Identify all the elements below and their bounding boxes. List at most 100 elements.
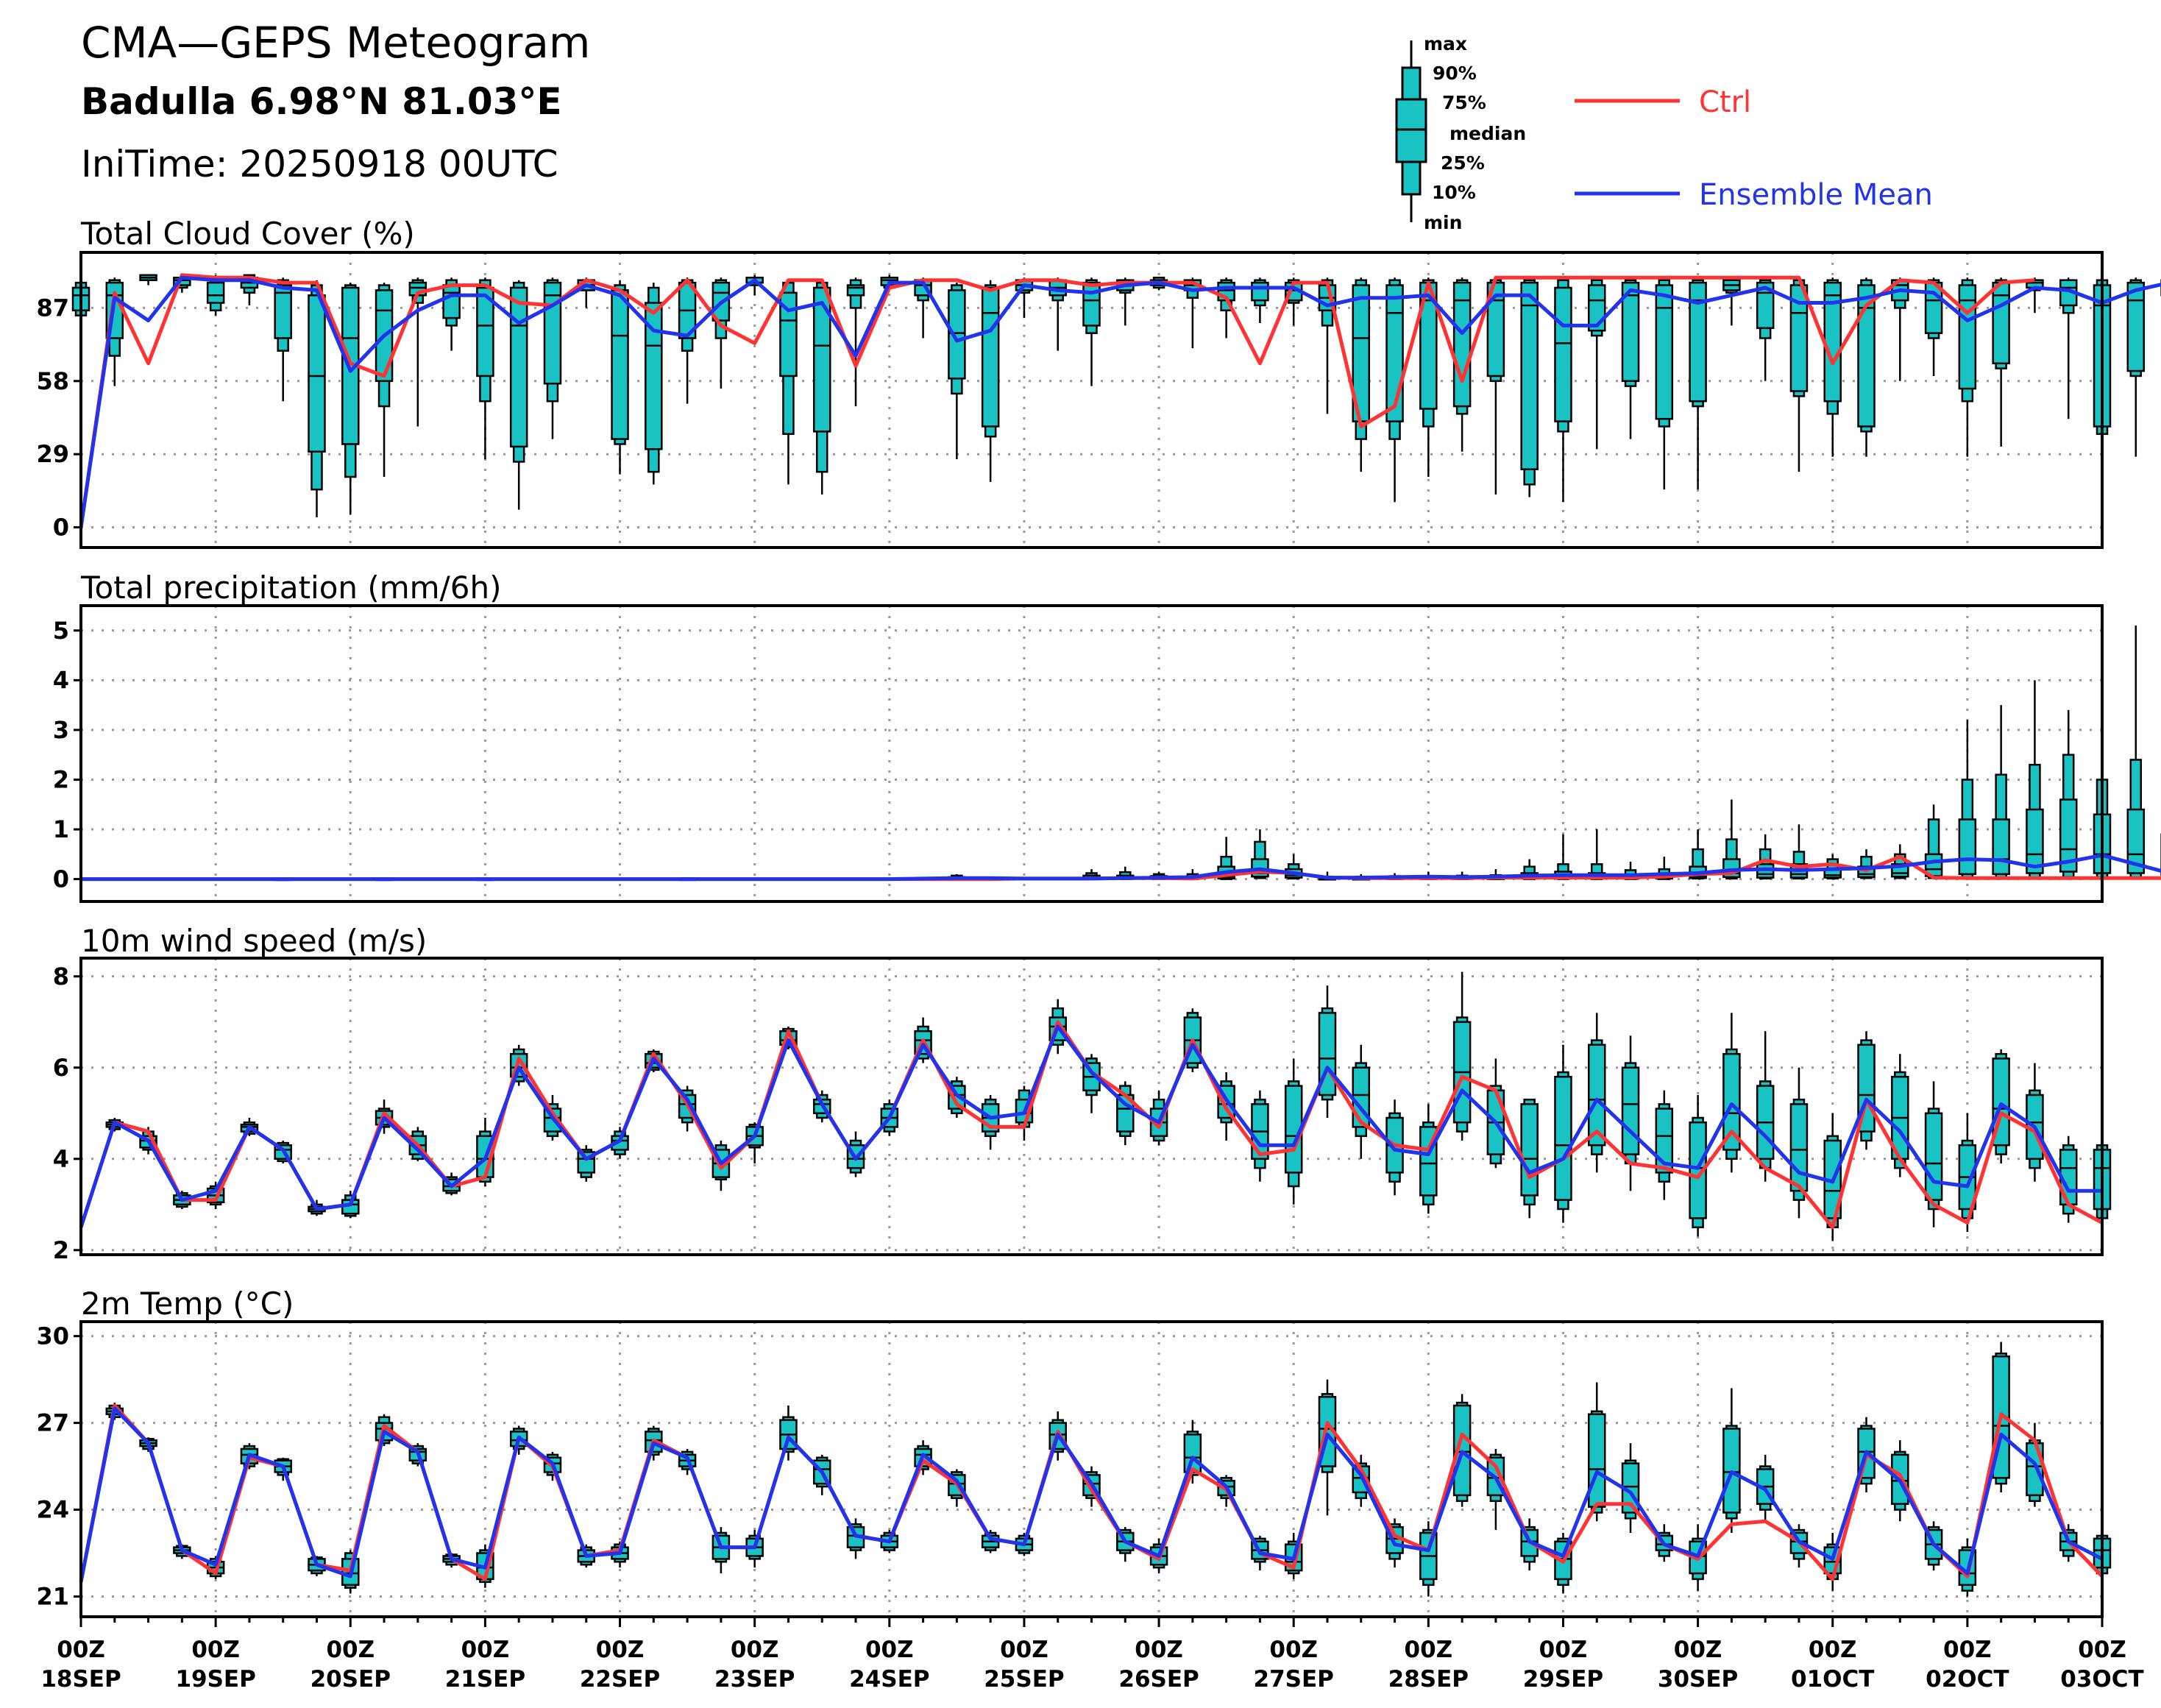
box-inner [1522,283,1538,469]
y-tick-label: 8 [53,963,69,991]
key-label: max [1424,33,1467,54]
y-tick-label: 1 [53,815,69,843]
x-tick-label-date: 26SEP [1118,1666,1199,1693]
y-tick-label: 27 [36,1409,69,1437]
box-inner [2026,809,2043,873]
box-inner [1589,1414,1605,1507]
y-tick-label: 24 [36,1496,69,1524]
box-inner [1791,1104,1807,1191]
x-tick-label-hour: 00Z [1000,1637,1048,1663]
x-tick-label-date: 28SEP [1388,1666,1469,1693]
key-label: median [1449,123,1526,144]
panel-title: 10m wind speed (m/s) [81,923,427,959]
y-tick-label: 0 [53,865,69,893]
box-inner [1252,283,1268,300]
box-inner [982,288,998,427]
panel-title: 2m Temp (°C) [81,1286,294,1322]
y-tick-label: 0 [53,514,69,542]
box-plot-key: max 90% 75% median 25% 10% min [1397,33,1526,233]
box-inner [1993,820,2009,874]
box-inner [544,283,561,383]
box-inner [1522,1104,1538,1195]
y-tick-label: 4 [53,666,69,694]
x-tick-label-hour: 00Z [1135,1637,1183,1663]
legend-mean-label: Ensemble Mean [1699,178,1933,212]
box-inner [444,286,460,319]
x-tick-label-date: 27SEP [1254,1666,1334,1693]
box-inner [207,283,224,302]
box-inner [1185,1434,1201,1472]
box-inner [1555,288,1571,422]
box-inner [1656,286,1672,419]
x-tick-label-hour: 00Z [2078,1637,2126,1663]
x-tick-label-date: 03OCT [2060,1666,2143,1693]
key-label: 25% [1441,152,1485,174]
key-label: 90% [1433,63,1477,84]
x-tick-label-date: 01OCT [1791,1666,1874,1693]
key-label: min [1424,212,1462,233]
box-inner [848,286,864,296]
location-label: Badulla 6.98°N 81.03°E [81,80,562,123]
legend: Ctrl Ensemble Mean [1575,85,1933,212]
x-tick-label-date: 29SEP [1523,1666,1603,1693]
x-tick-label-hour: 00Z [1405,1637,1453,1663]
x-tick-label-date: 21SEP [445,1666,525,1693]
x-tick-label-date: 22SEP [580,1666,660,1693]
box-inner [1555,1077,1571,1200]
y-tick-label: 6 [53,1054,69,1082]
x-tick-label-date: 02OCT [1926,1666,2009,1693]
y-tick-label: 30 [36,1322,69,1350]
panel-precipitation: Total precipitation (mm/6h) 0 1 2 3 4 5 [53,570,2161,901]
box-inner [1959,820,1976,874]
x-tick-label-date: 23SEP [714,1666,795,1693]
y-tick-label: 2 [53,765,69,793]
x-tick-label-date: 30SEP [1658,1666,1738,1693]
x-tick-label-hour: 00Z [326,1637,375,1663]
chart-title: CMA—GEPS Meteogram [81,18,590,68]
box-inner [1084,283,1100,325]
x-tick-label-hour: 00Z [57,1637,105,1663]
box-inner [612,290,628,439]
x-tick-label-hour: 00Z [865,1637,914,1663]
y-tick-label: 2 [53,1236,69,1264]
y-tick-label: 5 [53,617,69,645]
y-tick-label: 29 [36,440,69,468]
panel-cloud-cover: Total Cloud Cover (%) 0 29 58 87 [36,216,2161,548]
x-axis-labels: 00Z 18SEP 00Z 19SEP 00Z 20SEP 00Z 21SEP 00Z 22SEP… [40,1617,2143,1693]
panel-wind-speed: 10m wind speed (m/s) 2 4 6 8 [53,923,2110,1264]
box-inner [2128,283,2144,371]
x-tick-label-date: 20SEP [311,1666,391,1693]
box-inner [1622,1068,1639,1155]
y-tick-label: 3 [53,716,69,744]
y-tick-label: 58 [36,367,69,395]
key-label: 10% [1432,182,1476,203]
panel-title: Total Cloud Cover (%) [80,216,415,252]
x-tick-label-hour: 00Z [461,1637,510,1663]
init-time-label: IniTime: 20250918 00UTC [81,143,558,185]
x-tick-label-hour: 00Z [596,1637,645,1663]
x-tick-label-date: 19SEP [175,1666,255,1693]
y-tick-label: 21 [36,1582,69,1610]
x-tick-label-hour: 00Z [1539,1637,1588,1663]
meteogram-chart: CMA—GEPS Meteogram Badulla 6.98°N 81.03°… [0,0,2161,1708]
panel-temperature: 2m Temp (°C) 21 24 27 30 [36,1286,2110,1617]
x-tick-label-hour: 00Z [1943,1637,1992,1663]
box-inner [2026,1443,2043,1495]
y-tick-label: 87 [36,294,69,322]
box-inner [1926,1113,1942,1200]
panel-title: Total precipitation (mm/6h) [80,570,501,606]
key-label: 75% [1442,92,1486,113]
y-tick-label: 4 [53,1145,69,1173]
legend-ctrl-label: Ctrl [1699,85,1751,119]
x-tick-label-hour: 00Z [1269,1637,1318,1663]
x-tick-label-date: 18SEP [40,1666,121,1693]
x-tick-label-hour: 00Z [191,1637,240,1663]
x-tick-label-hour: 00Z [1809,1637,1857,1663]
x-tick-label-date: 25SEP [984,1666,1064,1693]
box-inner [511,288,527,447]
x-tick-label-hour: 00Z [731,1637,779,1663]
x-tick-label-hour: 00Z [1674,1637,1722,1663]
x-tick-label-date: 24SEP [849,1666,929,1693]
box-inner [308,295,324,451]
box-inner [1926,283,1942,333]
